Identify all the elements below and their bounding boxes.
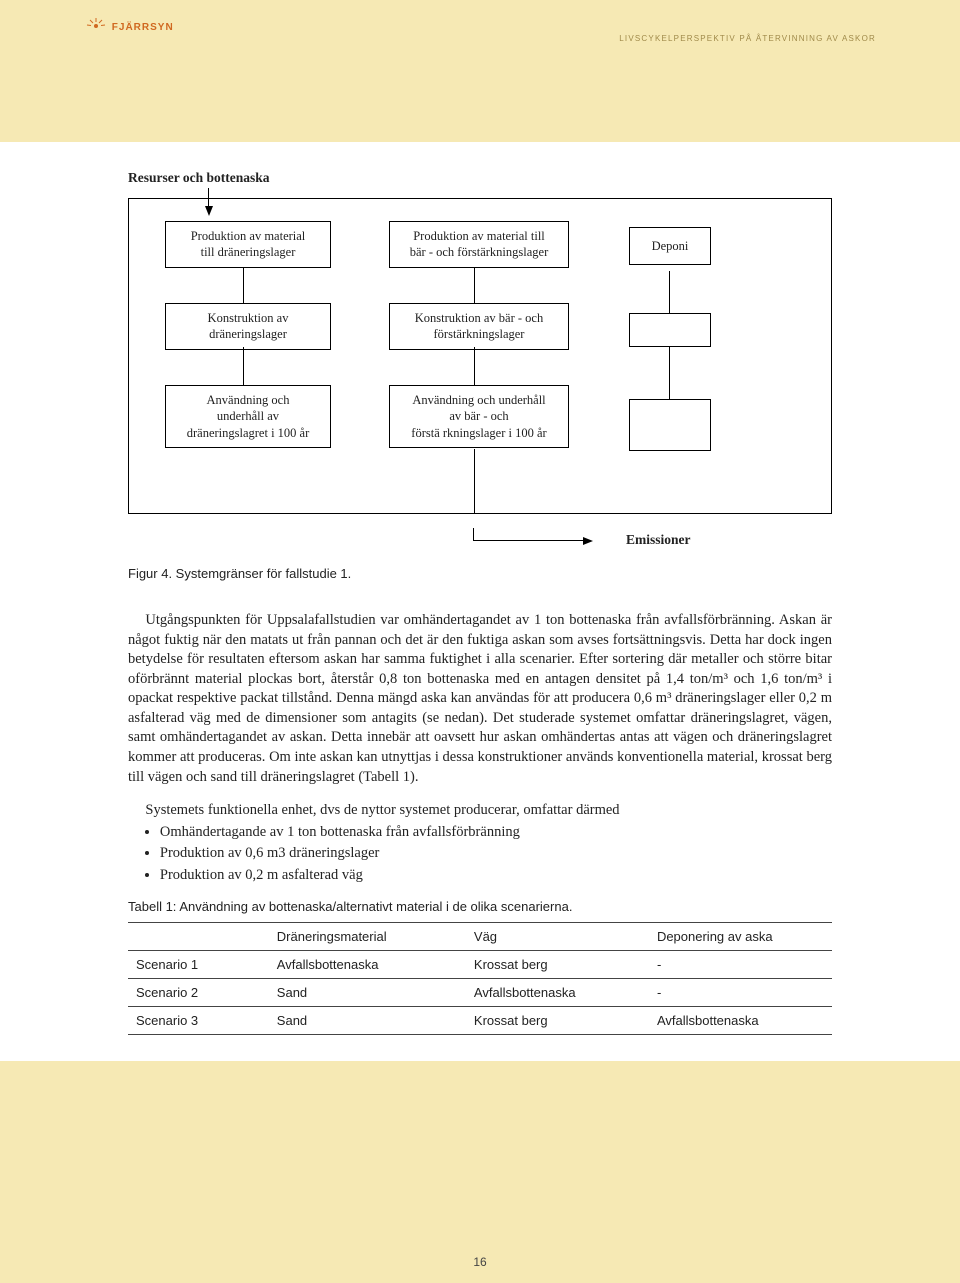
cell: Scenario 2 <box>128 979 269 1007</box>
diagram-area: Resurser och bottenaska Produktion av ma… <box>128 170 832 556</box>
box-deponi: Deponi <box>629 227 711 265</box>
scenario-table: Dräneringsmaterial Väg Deponering av ask… <box>128 922 832 1035</box>
cell: Avfallsbottenaska <box>649 1007 832 1035</box>
col-header: Väg <box>466 923 649 951</box>
col-header <box>128 923 269 951</box>
table-row: Scenario 2 Sand Avfallsbottenaska - <box>128 979 832 1007</box>
body-text: Utgångspunkten för Uppsalafallstudien va… <box>128 611 832 885</box>
emissions-arrow-line <box>473 540 583 541</box>
bullet-item: Produktion av 0,2 m asfalterad väg <box>160 866 832 886</box>
bullet-list: Omhändertagande av 1 ton bottenaska från… <box>128 823 832 886</box>
system-boundary-box: Produktion av material till dräneringsla… <box>128 198 832 514</box>
box-use-bear: Användning och underhåll av bär - och fö… <box>389 385 569 448</box>
bullet-item: Omhändertagande av 1 ton bottenaska från… <box>160 823 832 843</box>
paragraph-1: Utgångspunkten för Uppsalafallstudien va… <box>128 611 832 787</box>
box-constr-drain: Konstruktion av dräneringslager <box>165 303 331 350</box>
cell: Sand <box>269 979 466 1007</box>
connector <box>473 528 474 540</box>
box-placeholder-1 <box>629 313 711 347</box>
bullet-item: Produktion av 0,6 m3 dräneringslager <box>160 844 832 864</box>
cell: - <box>649 979 832 1007</box>
box-use-drain: Användning och underhåll av dräneringsla… <box>165 385 331 448</box>
running-header: LIVSCYKELPERSPEKTIV PÅ ÅTERVINNING AV AS… <box>619 34 876 43</box>
arrow-right-icon <box>583 537 593 545</box>
cell: Sand <box>269 1007 466 1035</box>
connector <box>669 271 670 313</box>
box-placeholder-2 <box>629 399 711 451</box>
page-number: 16 <box>0 1255 960 1269</box>
table-row: Scenario 3 Sand Krossat berg Avfallsbott… <box>128 1007 832 1035</box>
box-prod-drain: Produktion av material till dräneringsla… <box>165 221 331 268</box>
connector <box>474 347 475 385</box>
emissions-label: Emissioner <box>626 532 691 548</box>
cell: Scenario 3 <box>128 1007 269 1035</box>
page: FJÄRRSYN LIVSCYKELPERSPEKTIV PÅ ÅTERVINN… <box>0 0 960 1283</box>
col-header: Deponering av aska <box>649 923 832 951</box>
table-header-row: Dräneringsmaterial Väg Deponering av ask… <box>128 923 832 951</box>
cell: Krossat berg <box>466 951 649 979</box>
table-row: Scenario 1 Avfallsbottenaska Krossat ber… <box>128 951 832 979</box>
emissions-row: Emissioner <box>128 528 832 556</box>
connector <box>474 267 475 303</box>
cell: Avfallsbottenaska <box>269 951 466 979</box>
logo: FJÄRRSYN <box>84 18 174 33</box>
connector-out <box>474 449 475 513</box>
connector <box>243 267 244 303</box>
figure-caption: Figur 4. Systemgränser för fallstudie 1. <box>128 566 832 581</box>
cell: Scenario 1 <box>128 951 269 979</box>
sun-icon <box>84 18 108 28</box>
connector <box>669 347 670 399</box>
cell: - <box>649 951 832 979</box>
content-band: Resurser och bottenaska Produktion av ma… <box>0 142 960 1061</box>
paragraph-2-intro: Systemets funktionella enhet, dvs de nyt… <box>128 801 832 821</box>
cell: Avfallsbottenaska <box>466 979 649 1007</box>
logo-text: FJÄRRSYN <box>112 22 174 33</box>
diagram-title: Resurser och bottenaska <box>128 170 832 186</box>
col-header: Dräneringsmaterial <box>269 923 466 951</box>
box-constr-bear: Konstruktion av bär - och förstärkningsl… <box>389 303 569 350</box>
cell: Krossat berg <box>466 1007 649 1035</box>
table-caption: Tabell 1: Användning av bottenaska/alter… <box>128 899 832 914</box>
connector <box>243 347 244 385</box>
box-prod-bear: Produktion av material till bär - och fö… <box>389 221 569 268</box>
